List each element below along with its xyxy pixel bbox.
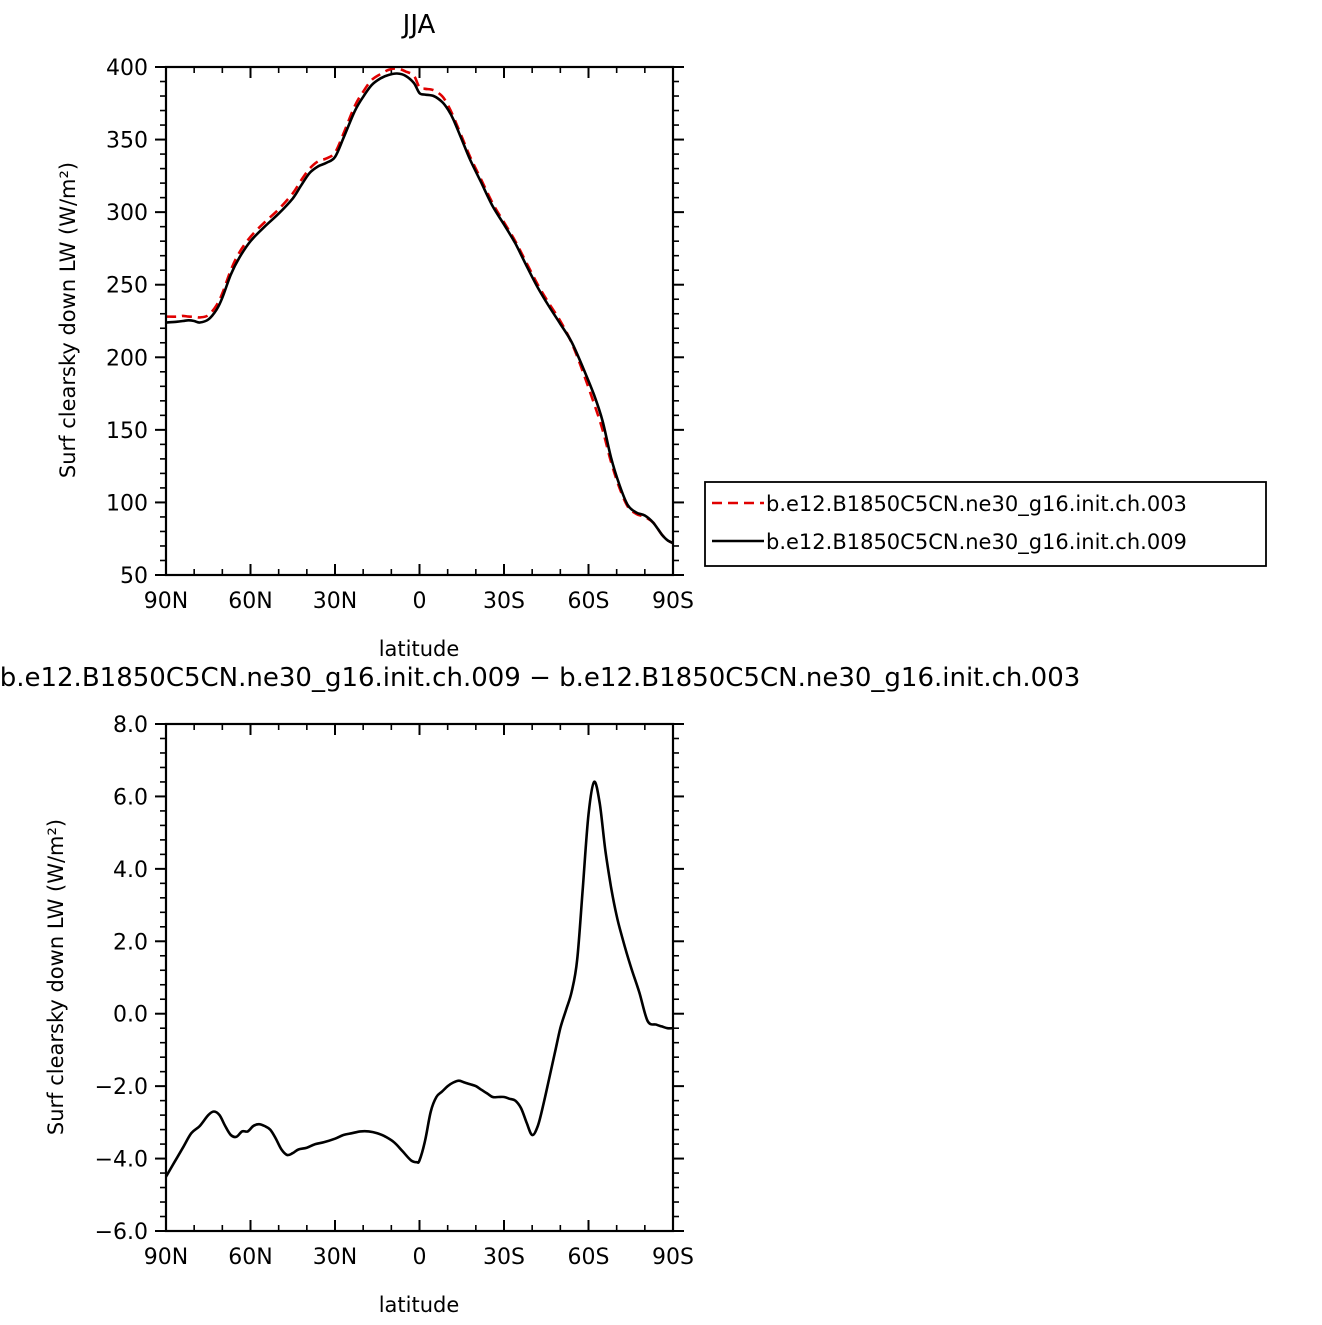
bottom-y-tick-label: 8.0 xyxy=(113,713,148,738)
top-y-tick-label: 400 xyxy=(106,56,148,81)
bottom-chart-panel: b.e12.B1850C5CN.ne30_g16.init.ch.009 − b… xyxy=(0,663,1080,1317)
bottom-x-tick-label: 90N xyxy=(144,1245,188,1270)
bottom-y-tick-label: −6.0 xyxy=(95,1220,148,1245)
legend-box xyxy=(704,481,1267,567)
top-series-group xyxy=(165,67,674,545)
bottom-x-tick-label: 30S xyxy=(483,1245,525,1270)
top-x-tick-label: 30N xyxy=(313,589,357,614)
bottom-y-tick-label: 4.0 xyxy=(113,858,148,883)
legend: b.e12.B1850C5CN.ne30_g16.init.ch.003 b.e… xyxy=(704,481,1267,567)
top-x-tick-label: 0 xyxy=(413,589,427,614)
legend-label-series-003: b.e12.B1850C5CN.ne30_g16.init.ch.003 xyxy=(766,492,1187,517)
top-chart-title: JJA xyxy=(401,10,436,40)
top-x-tick-label: 60S xyxy=(568,589,610,614)
top-x-tick-label: 90S xyxy=(652,589,694,614)
bottom-y-tick-label: 6.0 xyxy=(113,785,148,810)
bottom-y-tick-label: 2.0 xyxy=(113,930,148,955)
bottom-y-axis-label: Surf clearsky down LW (W/m²) xyxy=(44,819,68,1135)
bottom-x-tick-label: 30N xyxy=(313,1245,357,1270)
top-chart-panel: JJA latitude Surf clearsky down LW (W/m²… xyxy=(56,10,694,661)
bottom-y-tick-label: −4.0 xyxy=(95,1148,148,1173)
bottom-series-line-difference xyxy=(164,780,674,1178)
top-y-tick-label: 200 xyxy=(106,346,148,371)
bottom-y-tick-label: 0.0 xyxy=(113,1003,148,1028)
bottom-y-tick-label: −2.0 xyxy=(95,1075,148,1100)
top-plot-frame xyxy=(164,65,675,577)
bottom-x-tick-label: 60N xyxy=(228,1245,272,1270)
top-y-tick-label: 150 xyxy=(106,419,148,444)
top-ticks-group: 90N 60N 30N 0 30S 60S 90S 50 100 150 200 250 300 350 4… xyxy=(106,56,694,614)
bottom-ticks-group: 90N 60N 30N 0 30S 60S 90S −6.0 −4.0 −2.0 0.0 2.0 4.0… xyxy=(95,713,694,1270)
top-series-line-009 xyxy=(165,72,674,545)
top-x-tick-label: 30S xyxy=(483,589,525,614)
legend-label-series-009: b.e12.B1850C5CN.ne30_g16.init.ch.009 xyxy=(766,530,1187,555)
bottom-x-axis-label: latitude xyxy=(379,1293,460,1317)
bottom-plot-frame xyxy=(164,722,675,1233)
bottom-x-tick-label: 0 xyxy=(413,1245,427,1270)
bottom-series-group xyxy=(164,780,674,1178)
top-x-axis-label: latitude xyxy=(379,637,460,661)
top-series-line-003 xyxy=(165,67,674,545)
top-x-tick-label: 60N xyxy=(228,589,272,614)
top-y-tick-label: 50 xyxy=(120,564,148,589)
bottom-chart-title: b.e12.B1850C5CN.ne30_g16.init.ch.009 − b… xyxy=(0,663,1080,693)
top-y-tick-label: 250 xyxy=(106,274,148,299)
top-x-tick-label: 90N xyxy=(144,589,188,614)
top-y-tick-label: 350 xyxy=(106,129,148,154)
bottom-x-tick-label: 60S xyxy=(568,1245,610,1270)
top-y-tick-label: 100 xyxy=(106,491,148,516)
bottom-x-tick-label: 90S xyxy=(652,1245,694,1270)
top-y-axis-label: Surf clearsky down LW (W/m²) xyxy=(56,162,80,478)
top-y-tick-label: 300 xyxy=(106,201,148,226)
